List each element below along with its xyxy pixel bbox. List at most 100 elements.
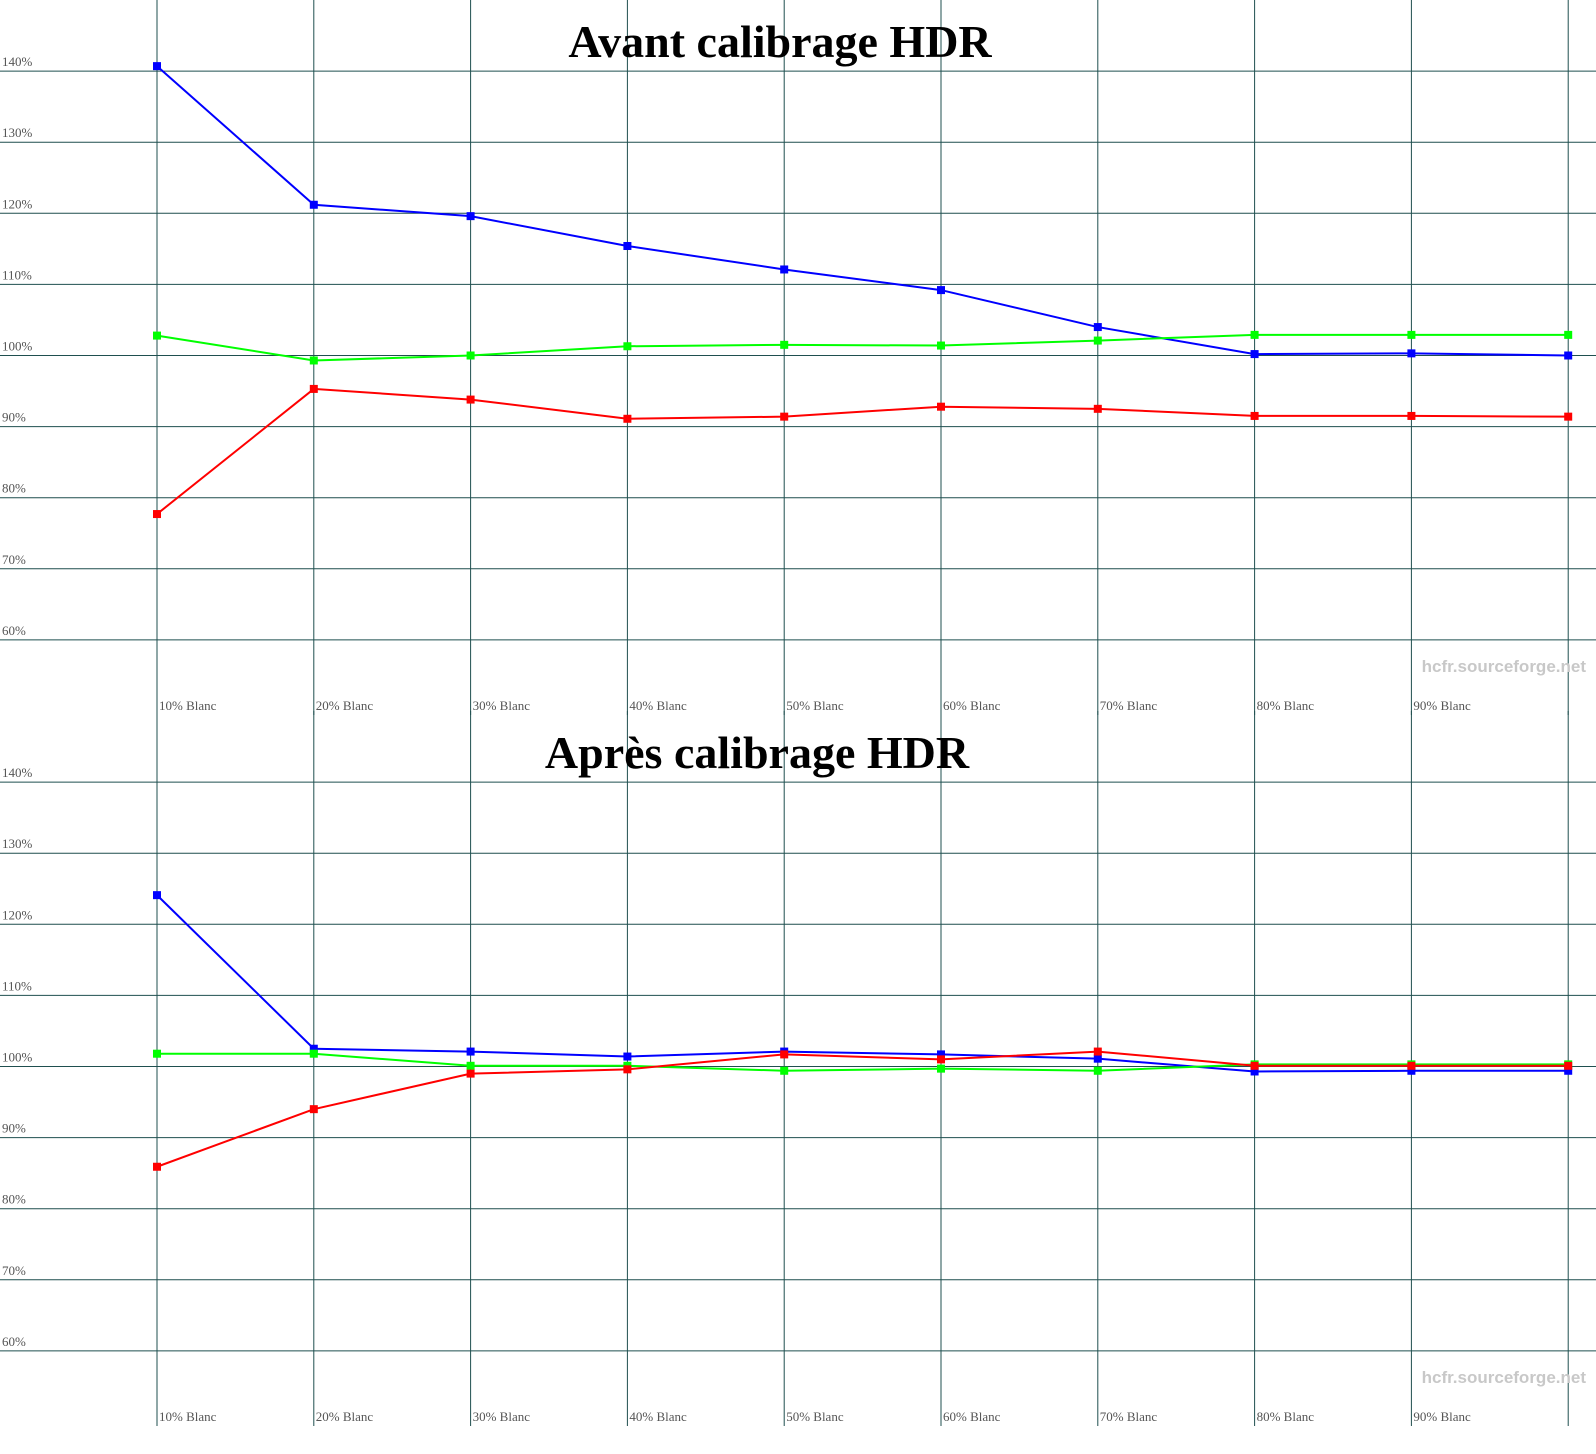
- data-point: [1407, 411, 1416, 420]
- data-point: [1250, 411, 1259, 420]
- data-point: [1564, 412, 1573, 421]
- data-point: [937, 402, 945, 411]
- y-tick-label: 70%: [2, 1263, 26, 1278]
- data-point: [780, 340, 789, 349]
- data-point: [1564, 1061, 1573, 1070]
- x-tick-label: 70% Blanc: [1100, 1409, 1158, 1424]
- data-point: [309, 356, 318, 365]
- data-point: [1564, 1066, 1573, 1075]
- y-tick-label: 110%: [2, 978, 32, 993]
- data-point: [1250, 330, 1259, 339]
- chart-title: Avant calibrage HDR: [568, 16, 992, 67]
- data-point: [1564, 351, 1573, 360]
- series-line: [156, 65, 1569, 357]
- data-point: [937, 1055, 945, 1064]
- y-tick-label: 70%: [2, 552, 26, 567]
- data-point: [937, 286, 945, 295]
- data-point: [466, 1047, 475, 1056]
- series-line: [156, 333, 1569, 362]
- data-point: [780, 265, 789, 274]
- data-point: [1250, 1067, 1259, 1076]
- y-tick-label: 60%: [2, 623, 26, 638]
- data-point: [1407, 349, 1416, 358]
- data-point: [937, 1050, 945, 1059]
- panel: 60% 70% 80% 90% 100% 110% 120% 130% 140% 10% Blan…: [0, 711, 1596, 1426]
- watermark: hcfr.sourceforge.net: [1422, 1368, 1587, 1387]
- x-tick-label: 80% Blanc: [1257, 1409, 1315, 1424]
- y-tick-label: 80%: [2, 481, 26, 496]
- data-point: [1093, 1054, 1102, 1063]
- data-point: [623, 1052, 632, 1061]
- data-point: [1407, 1066, 1416, 1075]
- data-point: [937, 1064, 945, 1073]
- chart-title: Après calibrage HDR: [545, 727, 970, 778]
- x-tick-label: 90% Blanc: [1413, 698, 1471, 713]
- y-tick-label: 130%: [2, 125, 33, 140]
- x-tick-label: 70% Blanc: [1100, 698, 1158, 713]
- data-point: [466, 1069, 475, 1078]
- data-point: [309, 200, 318, 209]
- series-line: [156, 387, 1569, 515]
- data-point: [623, 1065, 632, 1074]
- data-point: [1407, 1061, 1416, 1070]
- data-point: [780, 1050, 789, 1059]
- x-tick-label: 60% Blanc: [943, 698, 1001, 713]
- data-point: [780, 1066, 789, 1075]
- y-tick-label: 100%: [2, 339, 33, 354]
- data-point: [1093, 1047, 1102, 1056]
- data-point: [1250, 1061, 1259, 1070]
- x-tick-label: 50% Blanc: [786, 1409, 844, 1424]
- data-point: [466, 395, 475, 404]
- data-point: [309, 384, 318, 393]
- data-point: [309, 1105, 318, 1114]
- watermark: hcfr.sourceforge.net: [1422, 657, 1587, 676]
- data-point: [153, 891, 161, 900]
- x-tick-label: 80% Blanc: [1257, 698, 1315, 713]
- y-tick-label: 110%: [2, 267, 32, 282]
- panel: 60% 70% 80% 90% 100% 110% 120% 130% 140% 10% Blan…: [0, 0, 1596, 715]
- y-tick-label: 90%: [2, 1121, 26, 1136]
- data-point: [1407, 330, 1416, 339]
- data-point: [937, 341, 945, 350]
- data-point: [466, 212, 475, 221]
- data-point: [466, 1061, 475, 1070]
- data-point: [309, 1049, 318, 1058]
- y-tick-label: 120%: [2, 196, 33, 211]
- series-line: [157, 1052, 1569, 1072]
- x-tick-label: 20% Blanc: [316, 698, 374, 713]
- x-tick-label: 30% Blanc: [473, 698, 531, 713]
- data-point: [153, 1162, 161, 1171]
- data-point: [153, 1049, 161, 1058]
- x-tick-label: 10% Blanc: [159, 1409, 217, 1424]
- data-point: [623, 414, 632, 423]
- data-point: [623, 242, 632, 251]
- series-line: [156, 894, 1569, 1073]
- data-point: [1093, 1066, 1102, 1075]
- data-point: [153, 331, 161, 340]
- x-tick-label: 40% Blanc: [629, 1409, 687, 1424]
- data-point: [1093, 404, 1102, 413]
- y-tick-label: 90%: [2, 410, 26, 425]
- y-tick-label: 120%: [2, 907, 33, 922]
- x-tick-label: 50% Blanc: [786, 698, 844, 713]
- x-tick-label: 60% Blanc: [943, 1409, 1001, 1424]
- y-tick-label: 140%: [2, 765, 33, 780]
- data-point: [1093, 336, 1102, 345]
- data-point: [1093, 323, 1102, 332]
- data-point: [1250, 350, 1259, 359]
- x-tick-label: 20% Blanc: [316, 1409, 374, 1424]
- y-tick-label: 60%: [2, 1334, 26, 1349]
- data-point: [1564, 330, 1573, 339]
- series-line: [156, 1050, 1569, 1168]
- data-point: [153, 510, 161, 519]
- y-tick-label: 140%: [2, 54, 33, 69]
- x-tick-label: 10% Blanc: [159, 698, 217, 713]
- data-point: [623, 342, 632, 351]
- y-tick-label: 80%: [2, 1192, 26, 1207]
- x-tick-label: 90% Blanc: [1413, 1409, 1471, 1424]
- y-tick-label: 100%: [2, 1050, 33, 1065]
- data-point: [309, 1044, 318, 1053]
- data-point: [466, 351, 475, 360]
